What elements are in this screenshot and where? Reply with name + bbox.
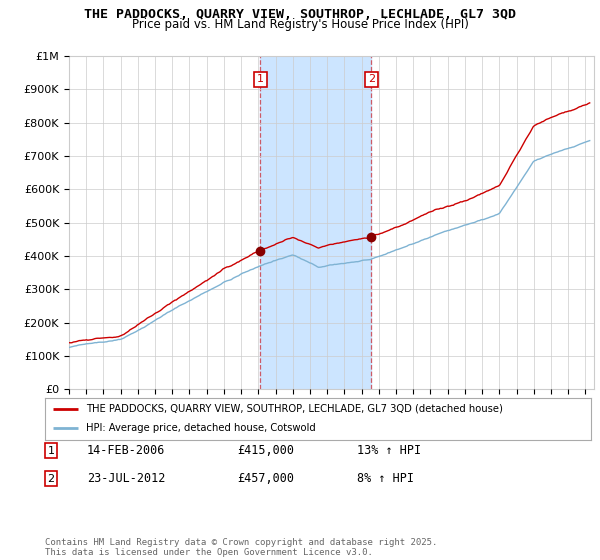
- Text: 1: 1: [47, 446, 55, 456]
- Text: £457,000: £457,000: [237, 472, 294, 486]
- Text: 23-JUL-2012: 23-JUL-2012: [87, 472, 166, 486]
- Text: THE PADDOCKS, QUARRY VIEW, SOUTHROP, LECHLADE, GL7 3QD (detached house): THE PADDOCKS, QUARRY VIEW, SOUTHROP, LEC…: [86, 404, 503, 414]
- Text: 14-FEB-2006: 14-FEB-2006: [87, 444, 166, 458]
- Text: 2: 2: [47, 474, 55, 484]
- Text: Contains HM Land Registry data © Crown copyright and database right 2025.
This d: Contains HM Land Registry data © Crown c…: [45, 538, 437, 557]
- Text: 8% ↑ HPI: 8% ↑ HPI: [357, 472, 414, 486]
- Bar: [260, 56, 371, 389]
- Text: 13% ↑ HPI: 13% ↑ HPI: [357, 444, 421, 458]
- Text: 1: 1: [257, 74, 264, 85]
- Text: THE PADDOCKS, QUARRY VIEW, SOUTHROP, LECHLADE, GL7 3QD: THE PADDOCKS, QUARRY VIEW, SOUTHROP, LEC…: [84, 8, 516, 21]
- Text: HPI: Average price, detached house, Cotswold: HPI: Average price, detached house, Cots…: [86, 423, 316, 433]
- Text: £415,000: £415,000: [237, 444, 294, 458]
- Text: Price paid vs. HM Land Registry's House Price Index (HPI): Price paid vs. HM Land Registry's House …: [131, 18, 469, 31]
- Text: 2: 2: [368, 74, 375, 85]
